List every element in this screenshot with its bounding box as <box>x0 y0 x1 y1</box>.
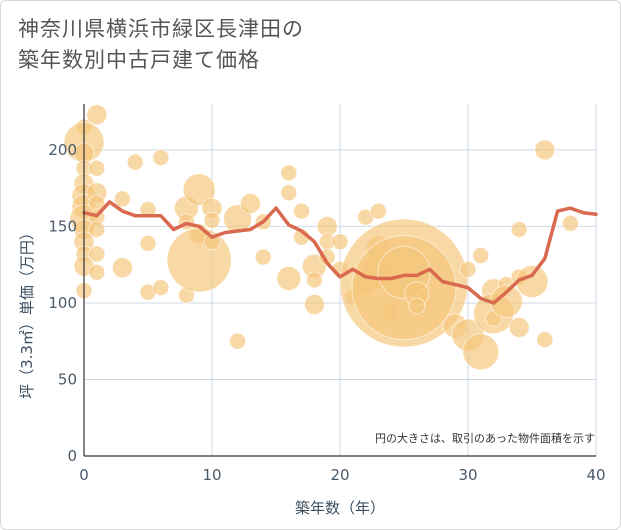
bubble-point <box>534 139 556 161</box>
bubble-point <box>203 211 221 229</box>
bubble-point <box>303 293 325 315</box>
y-tick-label: 50 <box>58 370 77 388</box>
bubble-point <box>293 202 311 220</box>
tick-labels: 0 50 100 150 200 0 10 20 30 40 <box>48 141 605 484</box>
x-tick-label: 40 <box>586 466 605 484</box>
bubble-point <box>515 265 549 299</box>
y-tick-label: 200 <box>48 141 77 159</box>
bubble-point <box>88 159 106 177</box>
bubble-series <box>63 104 579 371</box>
x-axis-label: 築年数（年） <box>295 499 385 517</box>
y-tick-label: 100 <box>48 294 77 312</box>
bubble-point <box>561 214 579 232</box>
bubble-point <box>152 149 170 167</box>
bubble-point <box>152 279 170 297</box>
bubble-point <box>166 227 232 293</box>
bubble-point <box>88 263 106 281</box>
bubble-point <box>113 190 131 208</box>
title-line-2: 築年数別中古戸建て価格 <box>18 48 260 72</box>
y-axis-label: 坪（3.3㎡）単価（万円） <box>18 225 36 399</box>
bubble-point <box>462 333 500 371</box>
bubble-point <box>88 220 106 238</box>
bubble-point <box>254 248 272 266</box>
bubble-point <box>369 202 387 220</box>
bubble-point <box>510 220 528 238</box>
chart-title: 神奈川県横浜市緑区長津田の 築年数別中古戸建て価格 <box>18 14 304 76</box>
bubble-point <box>276 265 302 291</box>
bubble-point <box>459 260 477 278</box>
bubble-point <box>139 234 157 252</box>
bubble-point <box>203 233 221 251</box>
x-tick-label: 30 <box>458 466 477 484</box>
bubble-point <box>139 201 157 219</box>
bubble-point <box>88 245 106 263</box>
axes <box>83 104 596 457</box>
average-price-line <box>82 200 598 305</box>
bubble-point <box>86 104 108 126</box>
bubble-point <box>126 153 144 171</box>
bubble-point <box>111 257 133 279</box>
x-tick-label: 10 <box>202 466 221 484</box>
x-tick-label: 0 <box>79 466 89 484</box>
bubble-point <box>182 173 216 207</box>
bubble-point <box>536 331 554 349</box>
bubble-point <box>305 271 323 289</box>
bubble-point <box>229 332 247 350</box>
bubble-point <box>280 164 298 182</box>
bubble-point <box>331 233 349 251</box>
bubble-point <box>508 316 530 338</box>
bubble-point <box>280 184 298 202</box>
bubble-point <box>472 247 490 265</box>
title-line-1: 神奈川県横浜市緑区長津田の <box>18 17 304 41</box>
y-tick-label: 150 <box>48 217 77 235</box>
y-tick-label: 0 <box>67 447 77 465</box>
x-tick-label: 20 <box>330 466 349 484</box>
bubble-point <box>408 297 426 315</box>
bubble-point <box>239 192 261 214</box>
bubble-size-note: 円の大きさは、取引のあった物件面積を示す <box>375 431 595 445</box>
trend-line-group <box>82 200 598 305</box>
